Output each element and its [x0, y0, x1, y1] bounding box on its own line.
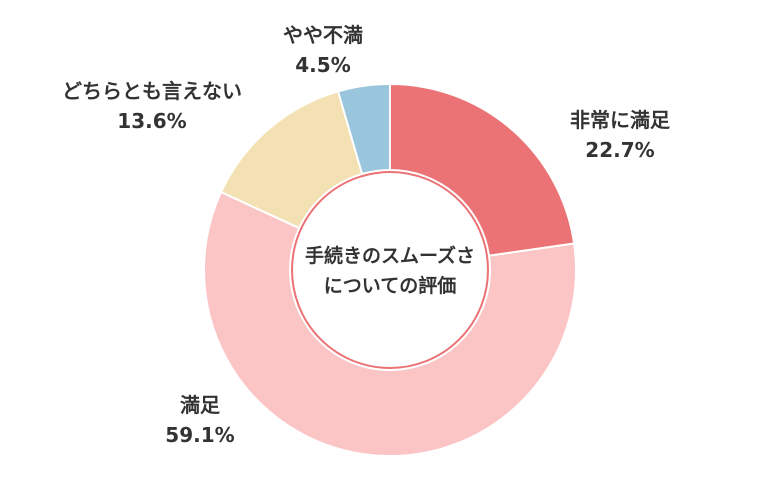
slice-satisfied: [203, 190, 577, 457]
slice-label-satisfied-name: 満足: [180, 393, 221, 417]
slice-label-neutral-value: 13.6%: [117, 109, 186, 133]
donut-slices: [203, 82, 577, 457]
slice-label-dissatisfied-name: やや不満: [283, 23, 363, 47]
center-title-line-1: 手続きのスムーズさ: [305, 244, 475, 267]
center-ring: [291, 171, 489, 369]
slice-label-dissatisfied-value: 4.5%: [295, 53, 350, 77]
slice-label-satisfied-value: 59.1%: [165, 423, 234, 447]
slice-dissatisfied: [336, 82, 391, 176]
center-title-line-2: についての評価: [324, 274, 456, 297]
slice-label-neutral-name: どちらとも言えない: [62, 79, 242, 103]
slice-label-very-satisfied-value: 22.7%: [585, 138, 654, 162]
slice-very-satisfied: [389, 82, 576, 257]
slice-label-very-satisfied-name: 非常に満足: [570, 108, 671, 132]
